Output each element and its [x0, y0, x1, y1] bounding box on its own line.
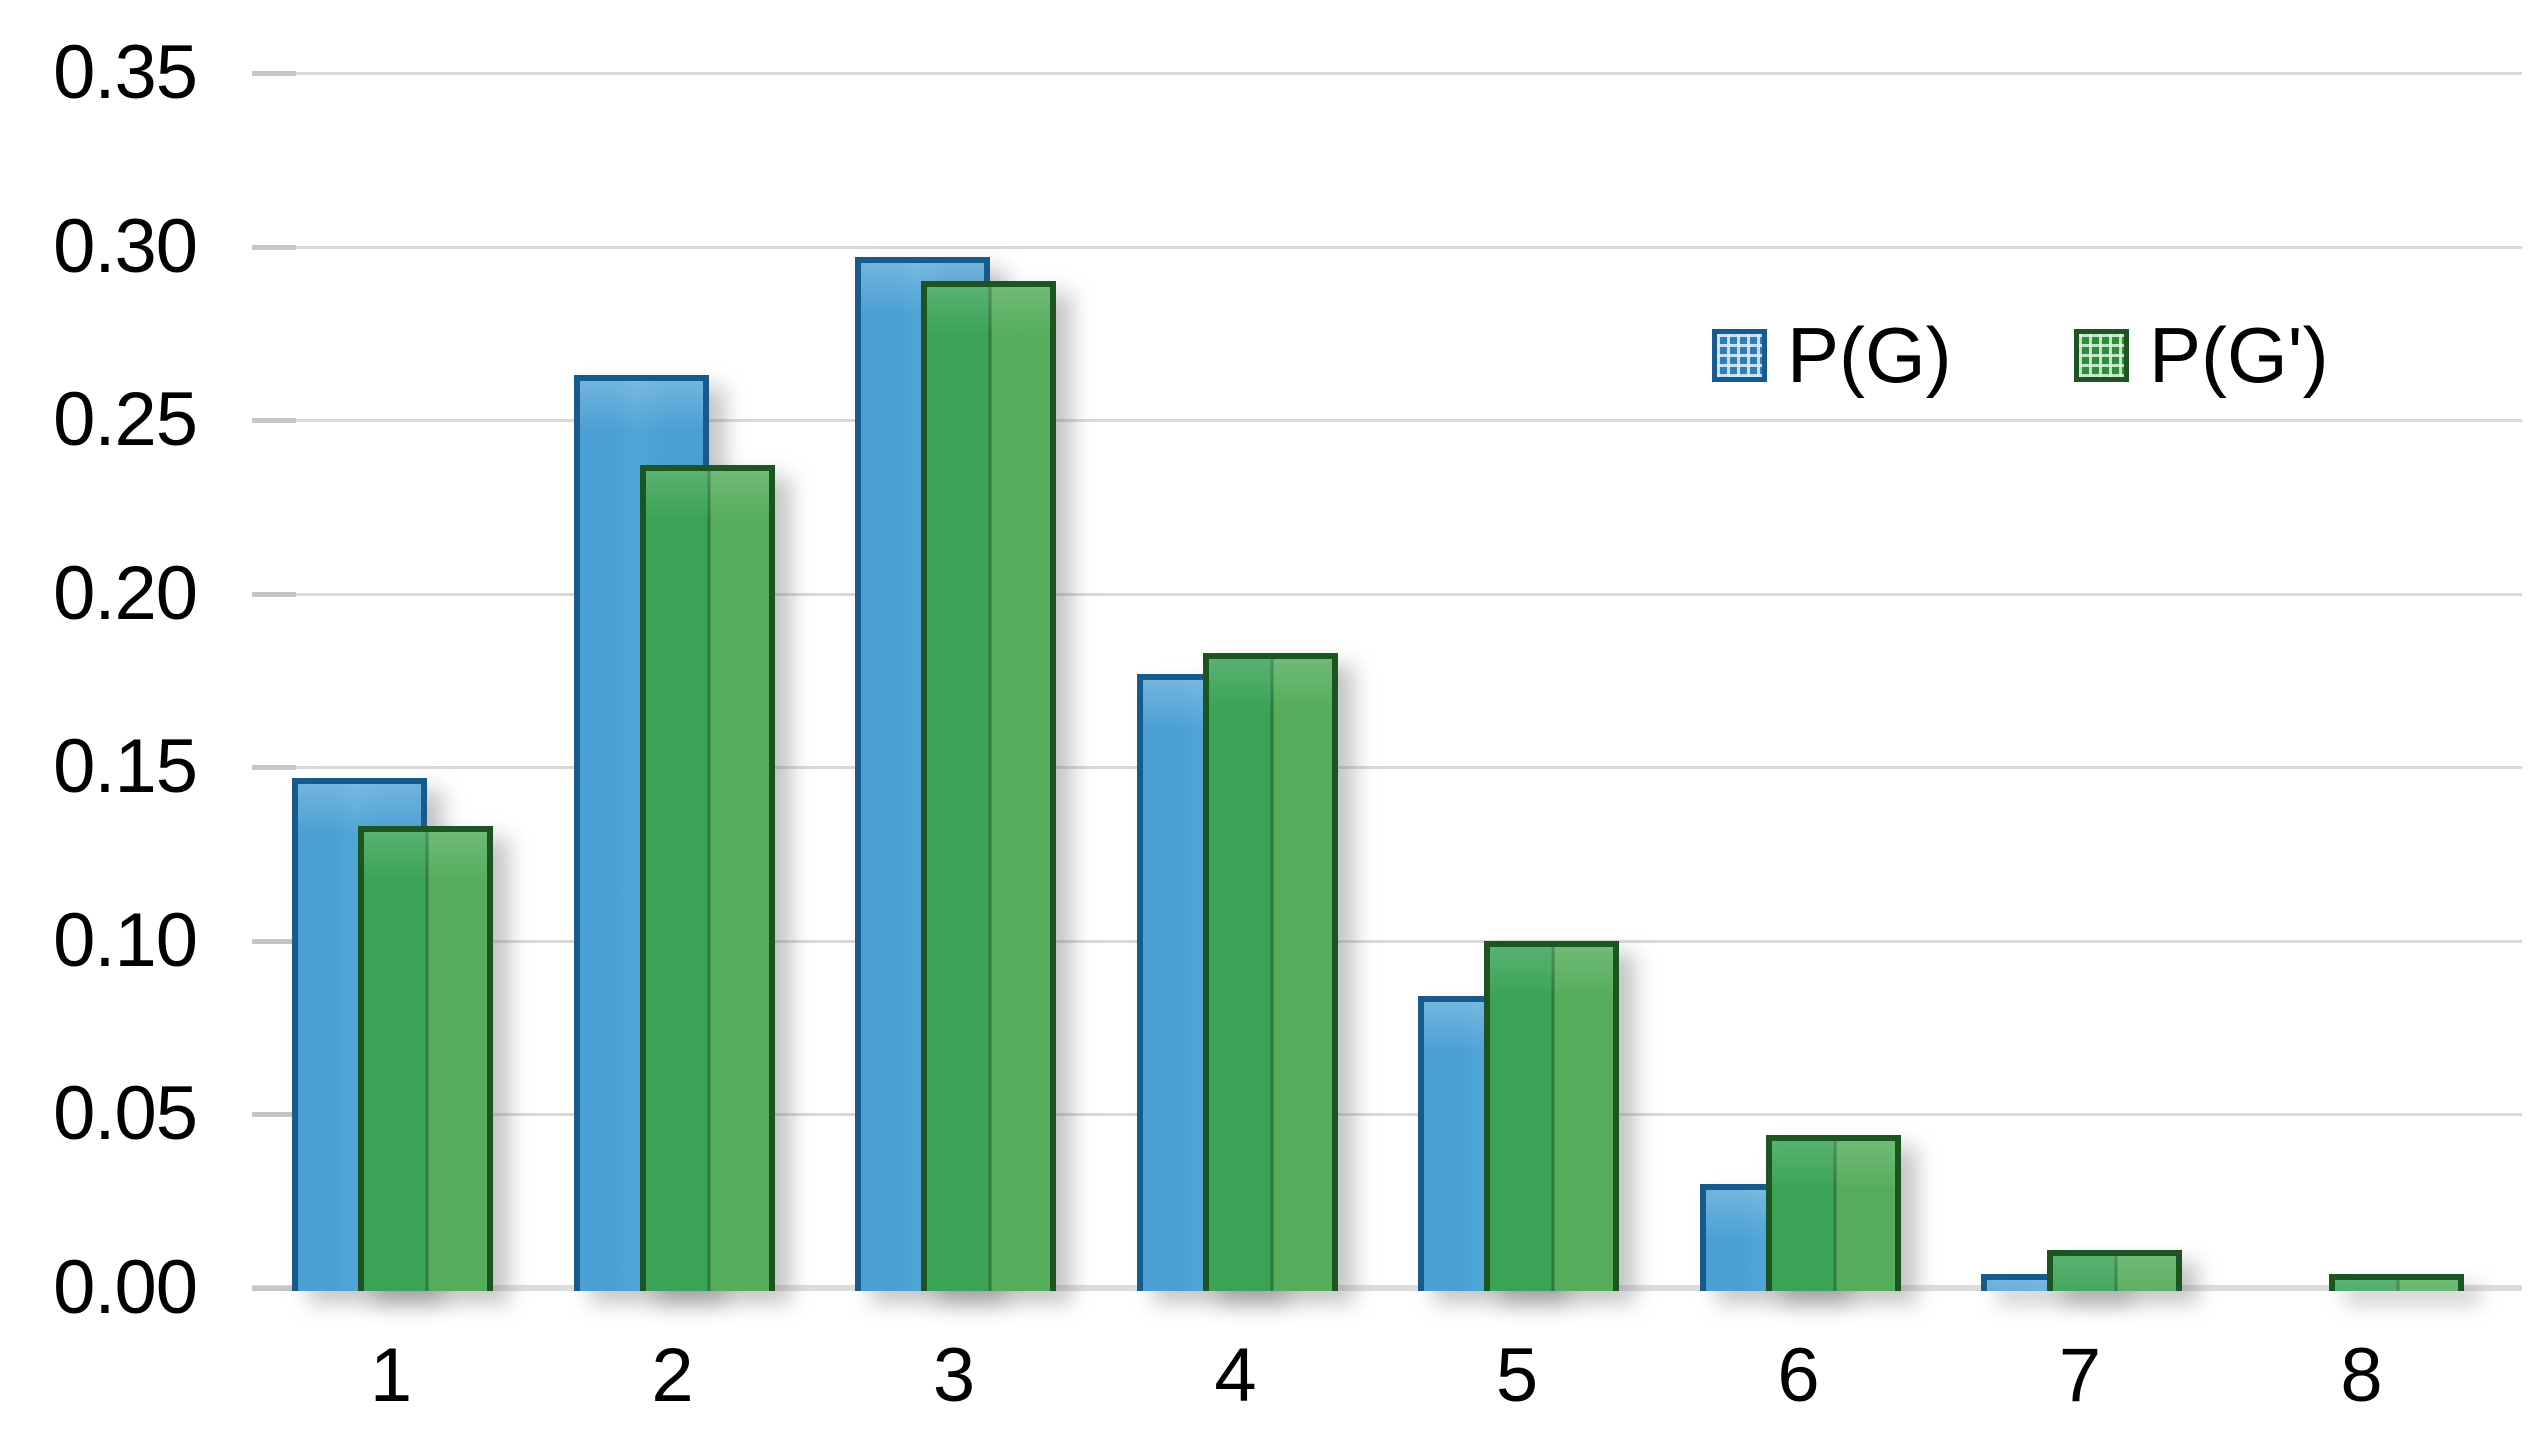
legend-swatch-pgprime-icon — [2074, 328, 2129, 382]
x-tick-label: 4 — [1214, 1333, 1257, 1418]
y-tick-mark — [252, 244, 296, 250]
x-axis-baseline — [252, 1285, 2522, 1291]
y-tick-label: 0.10 — [53, 897, 198, 983]
x-tick-label: 5 — [1495, 1333, 1539, 1418]
legend-label-pg: P(G) — [1787, 311, 1952, 399]
legend-label-pgprime: P(G') — [2149, 311, 2329, 399]
x-tick-label: 2 — [651, 1333, 694, 1418]
y-tick-mark — [252, 1286, 296, 1291]
y-tick-label: 0.25 — [53, 377, 198, 463]
bar-pgprime-5 — [1484, 940, 1619, 1291]
bar-pgprime-7 — [2047, 1249, 2182, 1291]
gridline — [252, 592, 2522, 596]
gridline — [252, 766, 2522, 770]
bar-pgprime-8 — [2328, 1274, 2464, 1291]
y-tick-mark — [252, 765, 296, 771]
bar-pgprime-4 — [1202, 652, 1338, 1291]
gridline — [252, 419, 2522, 423]
gridline — [252, 245, 2522, 249]
x-tick-label: 8 — [2340, 1333, 2383, 1418]
x-tick-label: 7 — [2058, 1333, 2102, 1418]
gridline — [252, 72, 2522, 75]
y-tick-mark — [252, 938, 296, 944]
y-tick-label: 0.15 — [53, 724, 198, 810]
gridline — [252, 939, 2522, 943]
bar-pgprime-1 — [358, 826, 493, 1291]
legend-swatch-pg-icon — [1712, 328, 1767, 382]
legend-item-pgprime: P(G') — [2074, 313, 2329, 397]
y-tick-label: 0.05 — [53, 1071, 198, 1157]
x-tick-label: 6 — [1777, 1333, 1820, 1418]
bar-pgprime-3 — [921, 281, 1056, 1291]
gridline — [252, 1113, 2522, 1117]
bar-pgprime-2 — [639, 465, 775, 1291]
y-tick-label: 0.35 — [53, 30, 198, 115]
y-tick-label: 0.00 — [53, 1245, 198, 1330]
y-tick-label: 0.30 — [53, 203, 198, 289]
y-tick-label: 0.20 — [53, 550, 198, 636]
legend-item-pg: P(G) — [1712, 313, 1952, 397]
x-tick-label: 3 — [932, 1333, 976, 1418]
bar-pgprime-6 — [1765, 1135, 1901, 1291]
y-tick-mark — [252, 1112, 296, 1118]
y-tick-mark — [252, 591, 296, 597]
y-tick-mark — [252, 71, 296, 76]
y-tick-mark — [252, 418, 296, 424]
x-tick-label: 1 — [369, 1333, 413, 1418]
